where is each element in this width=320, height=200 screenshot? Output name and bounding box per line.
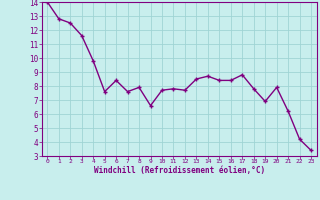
- X-axis label: Windchill (Refroidissement éolien,°C): Windchill (Refroidissement éolien,°C): [94, 166, 265, 175]
